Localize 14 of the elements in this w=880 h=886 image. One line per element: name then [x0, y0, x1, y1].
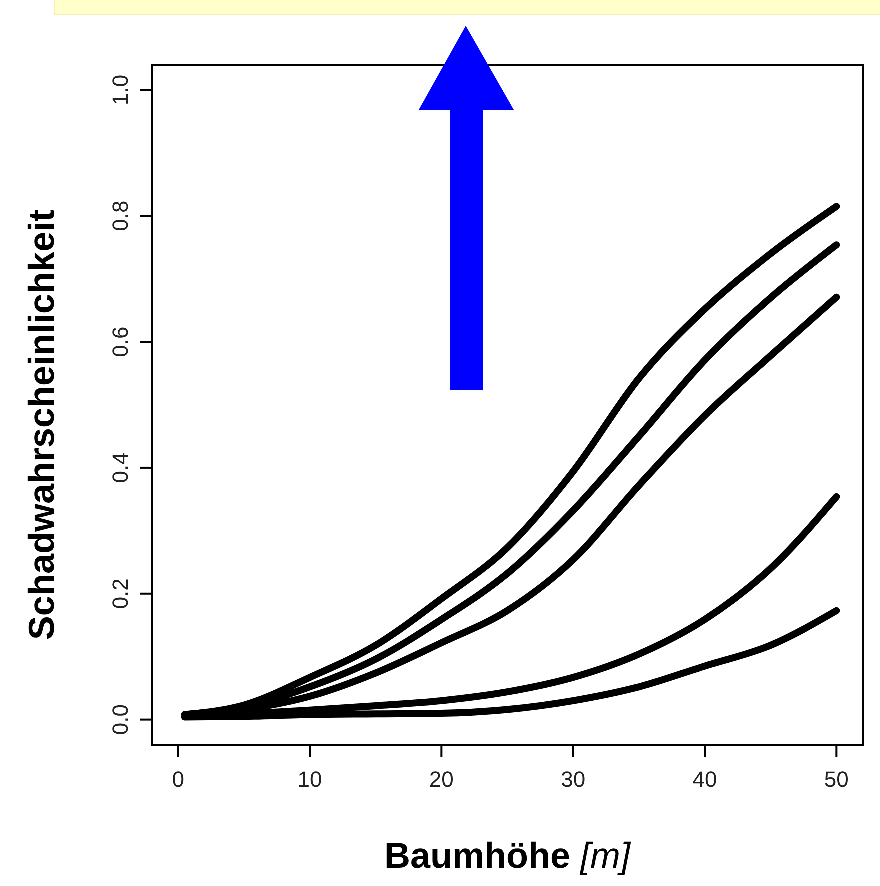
- y-tick-label: 0.2: [108, 578, 133, 610]
- x-tick-label: 20: [429, 767, 454, 792]
- y-tick-label: 1.0: [108, 74, 133, 106]
- x-axis-title: Baumhöhe [m]: [384, 835, 632, 876]
- y-tick-label: 0.8: [108, 200, 133, 232]
- y-tick-label: 0.6: [108, 326, 133, 358]
- x-tick-label: 0: [172, 767, 184, 792]
- x-tick-label: 10: [298, 767, 322, 792]
- x-tick-label: 30: [561, 767, 586, 792]
- x-tick-label: 40: [692, 767, 718, 792]
- y-tick-label: 0.0: [108, 704, 133, 736]
- x-tick-label: 50: [824, 767, 849, 792]
- y-tick-label: 0.4: [108, 452, 133, 484]
- y-axis-title: Schadwahrscheinlichkeit: [21, 210, 62, 640]
